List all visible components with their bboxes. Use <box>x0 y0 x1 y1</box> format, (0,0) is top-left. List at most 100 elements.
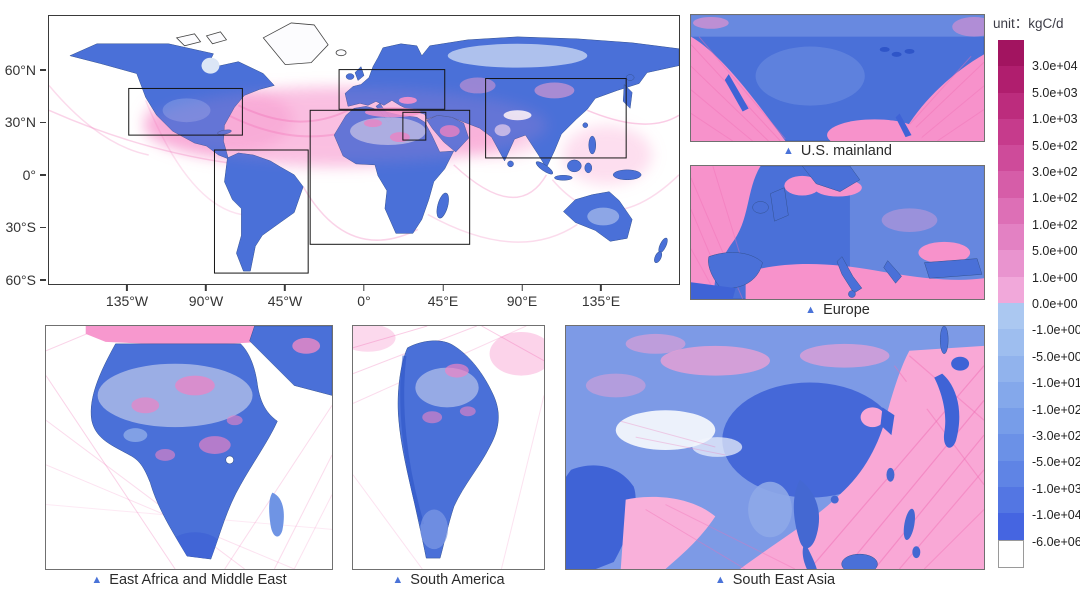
colorbar-segment <box>998 118 1024 146</box>
colorbar-segment <box>998 276 1024 303</box>
colorbar-tick-label: 1.0e+00 <box>1032 270 1078 285</box>
tibetan-plateau <box>615 410 716 450</box>
black-sea <box>918 241 971 264</box>
atlantic-ocean <box>691 166 761 299</box>
y-axis-tick: 60°S <box>5 272 46 288</box>
colorbar-tick-label: -1.0e+01 <box>1032 376 1080 391</box>
world-map-panel <box>48 15 680 285</box>
panel-east-africa-middle-east <box>45 325 333 570</box>
colorbar-segment <box>998 66 1024 93</box>
greenland <box>262 22 329 66</box>
triangle-marker-icon: ▲ <box>392 573 404 586</box>
united-kingdom <box>354 66 365 81</box>
colorbar-segment <box>998 460 1024 488</box>
panel-south-america <box>352 325 545 570</box>
colorbar-segment <box>998 92 1024 119</box>
great-britain <box>770 187 789 222</box>
east-africa-middle-east-svg <box>46 326 332 569</box>
great-lakes <box>879 46 915 57</box>
caption-south-america: ▲ South America <box>352 572 545 588</box>
x-axis: 135°W 90°W 45°W 0° 45°E 90°E 135°E <box>48 285 680 311</box>
sri-lanka <box>507 160 514 168</box>
caption-us-mainland: ▲ U.S. mainland <box>690 143 985 159</box>
caption-label: South America <box>410 572 505 588</box>
colorbar-segments <box>998 40 1024 568</box>
new-zealand-south <box>654 251 663 263</box>
colorbar-tick-label: -1.0e+00 <box>1032 323 1080 338</box>
region-boxes <box>128 69 627 274</box>
borneo <box>841 553 878 569</box>
java <box>554 175 573 181</box>
us-mainland-svg <box>691 15 984 141</box>
panel-europe <box>690 165 985 300</box>
bay-of-bengal <box>620 496 716 569</box>
myanmar <box>748 481 792 538</box>
mediterranean-strip <box>85 326 295 346</box>
sicily <box>848 290 856 298</box>
region-box-east-africa-middle-east <box>309 109 471 245</box>
colorbar-tick-label: -1.0e+02 <box>1032 402 1080 417</box>
panel-us-mainland <box>690 14 985 142</box>
japan <box>934 373 960 448</box>
x-axis-tick: 0° <box>357 285 371 311</box>
new-guinea <box>612 169 642 181</box>
colorbar-segment <box>998 145 1024 172</box>
south-america-svg <box>353 326 544 569</box>
world-map-svg <box>49 16 679 284</box>
caption-east-africa-middle-east: ▲ East Africa and Middle East <box>45 572 333 588</box>
mindanao <box>912 546 921 559</box>
y-axis: 60°N 30°N 0° 30°S 60°S <box>0 15 46 288</box>
colorbar-segment <box>998 408 1024 435</box>
colorbar-segment <box>998 250 1024 277</box>
colorbar-segment <box>998 381 1024 409</box>
y-axis-tick: 60°N <box>5 62 46 78</box>
atlantic-ocean <box>899 54 984 141</box>
madagascar <box>269 492 284 537</box>
triangle-marker-icon: ▲ <box>91 573 103 586</box>
colorbar-unit-label: unit：kgC/d <box>993 16 1064 31</box>
colorbar-segment <box>998 434 1024 461</box>
borneo <box>567 159 582 173</box>
caption-label: Europe <box>823 302 870 318</box>
triangle-marker-icon: ▲ <box>714 573 726 586</box>
x-axis-tick: 90°W <box>189 285 223 311</box>
japan <box>622 83 633 109</box>
colorbar-segment <box>998 513 1024 540</box>
balkans-greece <box>883 260 902 284</box>
gulf-of-mexico <box>827 119 923 141</box>
colorbar-segment <box>998 171 1024 198</box>
colorbar-tick-label: 5.0e+03 <box>1032 85 1078 100</box>
south-east-asia-svg <box>566 326 984 569</box>
andes <box>400 355 425 525</box>
land-shading <box>148 43 620 226</box>
x-axis-tick: 135°W <box>106 285 148 311</box>
hokkaido <box>951 356 970 371</box>
colorbar-tick-label: 5.0e+02 <box>1032 138 1078 153</box>
colorbar-tick-label: 1.0e+02 <box>1032 217 1078 232</box>
hainan <box>830 495 839 504</box>
taiwan <box>886 467 895 482</box>
scandinavia <box>801 166 861 192</box>
sulawesi <box>584 162 593 174</box>
x-axis-tick: 45°W <box>268 285 302 311</box>
caption-label: East Africa and Middle East <box>109 572 287 588</box>
china <box>722 382 898 498</box>
yellow-sea <box>860 407 885 428</box>
colorbar-tick-label: 3.0e+04 <box>1032 59 1078 74</box>
inner-asia-patches <box>585 333 890 398</box>
colorbar-labels: 3.0e+04 5.0e+03 1.0e+03 5.0e+02 3.0e+02 1.0e+… <box>1032 40 1080 568</box>
x-axis-tick: 45°E <box>428 285 458 311</box>
colorbar-tick-label: -3.0e+02 <box>1032 429 1080 443</box>
hudson-bay <box>201 57 220 74</box>
colorbar-tick-label: 1.0e+03 <box>1032 112 1078 127</box>
region-box-middle-east <box>402 111 427 141</box>
korea <box>880 407 895 436</box>
indochina <box>793 479 820 549</box>
y-axis-tick: 0° <box>23 167 46 183</box>
iberia <box>708 252 763 289</box>
pacific-tracks <box>691 36 786 141</box>
colorbar-tick-label: 1.0e+02 <box>1032 191 1078 206</box>
arctic-island-2 <box>205 31 228 45</box>
ireland <box>752 201 769 214</box>
